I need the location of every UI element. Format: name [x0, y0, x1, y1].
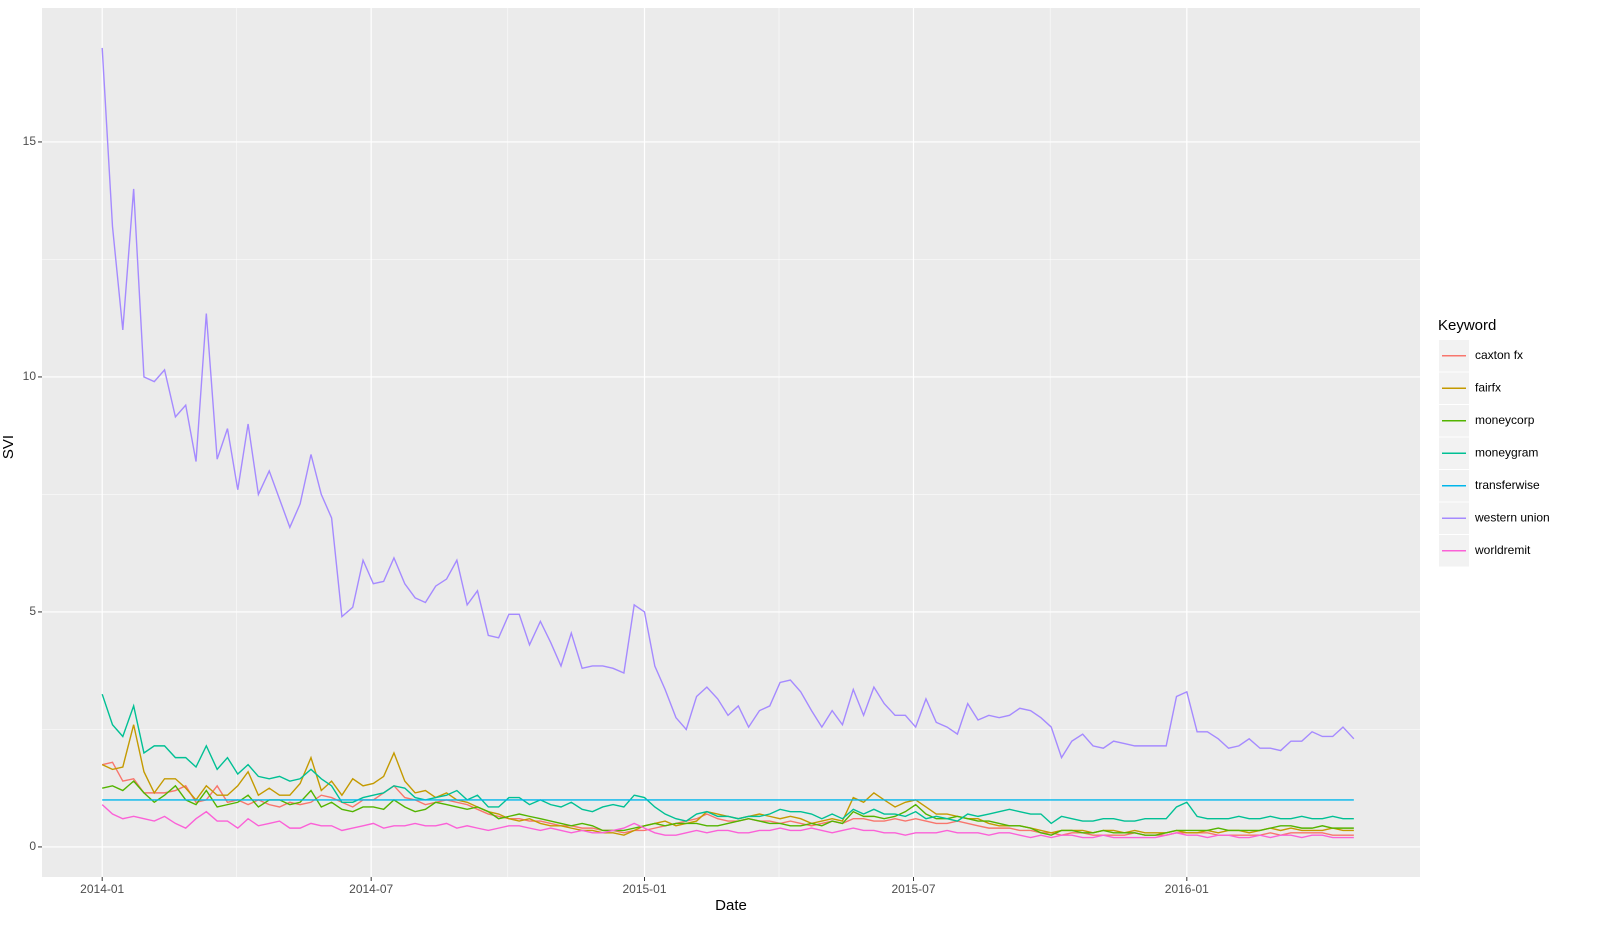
series-line [102, 780, 1354, 836]
x-tick-label: 2014-07 [349, 882, 393, 896]
x-tick-label: 2014-01 [80, 882, 124, 896]
grid [42, 8, 1420, 877]
y-axis-label: SVI [0, 435, 17, 459]
lines [101, 47, 1355, 839]
axes: 2014-01 2014-07 2015-01 2015-07 2016-01 0 5 10 1… [23, 134, 1210, 896]
legend-label: moneycorp [1475, 413, 1535, 427]
series-line [101, 693, 1354, 825]
series-line [101, 804, 1354, 839]
legend-label: western union [1474, 510, 1550, 524]
y-tick-label: 5 [29, 604, 36, 618]
x-tick-label: 2016-01 [1165, 882, 1209, 896]
x-tick-label: 2015-01 [622, 882, 666, 896]
legend-label: caxton fx [1475, 348, 1523, 362]
y-tick-label: 0 [29, 839, 36, 853]
plot-panel [42, 8, 1420, 877]
y-tick-label: 10 [23, 369, 37, 383]
legend-label: fairfx [1475, 380, 1501, 394]
legend: Keyword caxton fx fairfx moneycorp moneygra… [1438, 317, 1550, 567]
x-axis-label: Date [715, 897, 747, 914]
series-line [101, 47, 1355, 760]
legend-label: transferwise [1475, 478, 1540, 492]
legend-title: Keyword [1438, 317, 1496, 334]
legend-label: moneygram [1475, 445, 1538, 459]
x-tick-label: 2015-07 [891, 882, 935, 896]
y-tick-label: 15 [23, 134, 37, 148]
legend-label: worldremit [1474, 543, 1531, 557]
